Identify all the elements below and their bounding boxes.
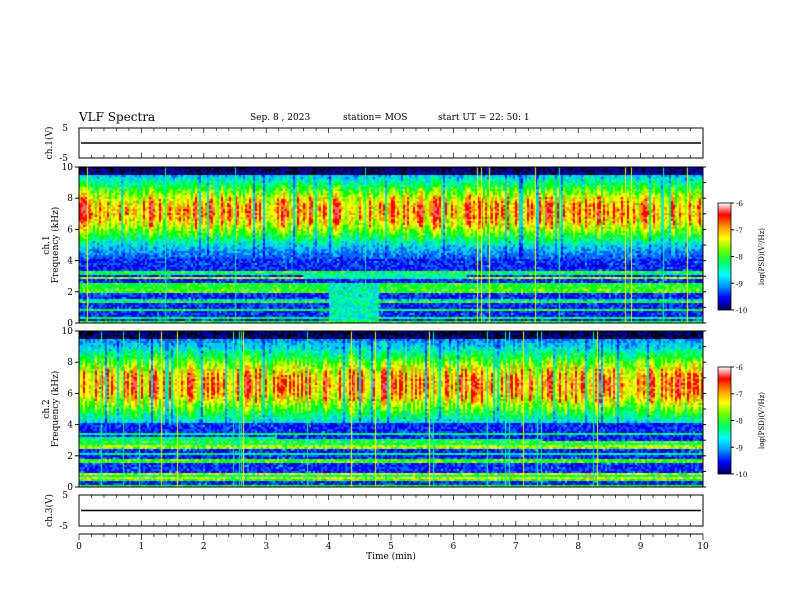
station-label: station= MOS: [343, 113, 408, 123]
x-axis-label: Time (min): [366, 551, 416, 562]
y-tick-label: 2: [67, 288, 73, 298]
x-tick-label: 7: [513, 542, 519, 552]
y-tick-label: 5: [62, 124, 68, 134]
colorbar: [717, 202, 732, 311]
y-tick-label: 6: [67, 225, 73, 235]
y-tick-label: 0: [67, 319, 73, 329]
y-tick-label: 2: [67, 452, 73, 462]
colorbar-tick-label: -7: [736, 227, 743, 235]
x-tick-label: 2: [201, 542, 207, 552]
colorbar-tick-label: -8: [736, 418, 743, 426]
start-time-label: start UT = 22: 50: 1: [438, 113, 530, 123]
y-axis-label-voltage: ch.3(V): [44, 494, 55, 527]
y-axis-label-channel: ch.1: [42, 235, 52, 254]
x-tick-label: 10: [697, 542, 709, 552]
x-tick-label: 3: [263, 542, 269, 552]
colorbar-tick-label: -6: [736, 364, 743, 372]
colorbar-tick-label: -7: [736, 391, 743, 399]
x-tick-label: 5: [388, 542, 394, 552]
y-axis-label-voltage: ch.1(V): [44, 127, 55, 160]
x-tick-label: 6: [451, 542, 457, 552]
colorbar: [717, 366, 732, 475]
y-tick-label: 8: [67, 194, 73, 204]
spectrogram-image: [79, 331, 703, 487]
y-tick-label: 4: [67, 421, 73, 431]
y-tick-label: 6: [67, 389, 73, 399]
x-tick-label: 0: [76, 542, 82, 552]
y-tick-label: -5: [59, 154, 68, 164]
colorbar-tick-label: -10: [736, 307, 747, 315]
colorbar-tick-label: -9: [736, 444, 743, 452]
figure-title: VLF Spectra: [79, 110, 156, 124]
colorbar-label: log(PSD)(V²/Hz): [758, 228, 766, 285]
colorbar-tick-label: -8: [736, 254, 743, 262]
spectrogram-image: [79, 167, 703, 323]
y-tick-label: -5: [59, 522, 68, 532]
colorbar-tick-label: -6: [736, 200, 743, 208]
y-tick-label: 10: [62, 327, 74, 337]
x-tick-label: 1: [139, 542, 145, 552]
x-tick-label: 9: [638, 542, 644, 552]
colorbar-tick-label: -10: [736, 471, 747, 479]
y-tick-label: 5: [62, 491, 68, 501]
y-axis-label-frequency: Frequency (kHz): [50, 207, 61, 284]
colorbar-label: log(PSD)(V²/Hz): [758, 392, 766, 449]
x-tick-label: 8: [575, 542, 581, 552]
colorbar-tick-label: -9: [736, 280, 743, 288]
y-tick-label: 10: [62, 163, 74, 173]
y-axis-label-channel: ch.2: [42, 399, 52, 418]
x-tick-label: 4: [326, 542, 332, 552]
y-tick-label: 8: [67, 358, 73, 368]
y-tick-label: 0: [67, 483, 73, 493]
y-axis-label-frequency: Frequency (kHz): [50, 371, 61, 448]
y-tick-label: 4: [67, 257, 73, 267]
date-label: Sep. 8 , 2023: [250, 113, 311, 123]
